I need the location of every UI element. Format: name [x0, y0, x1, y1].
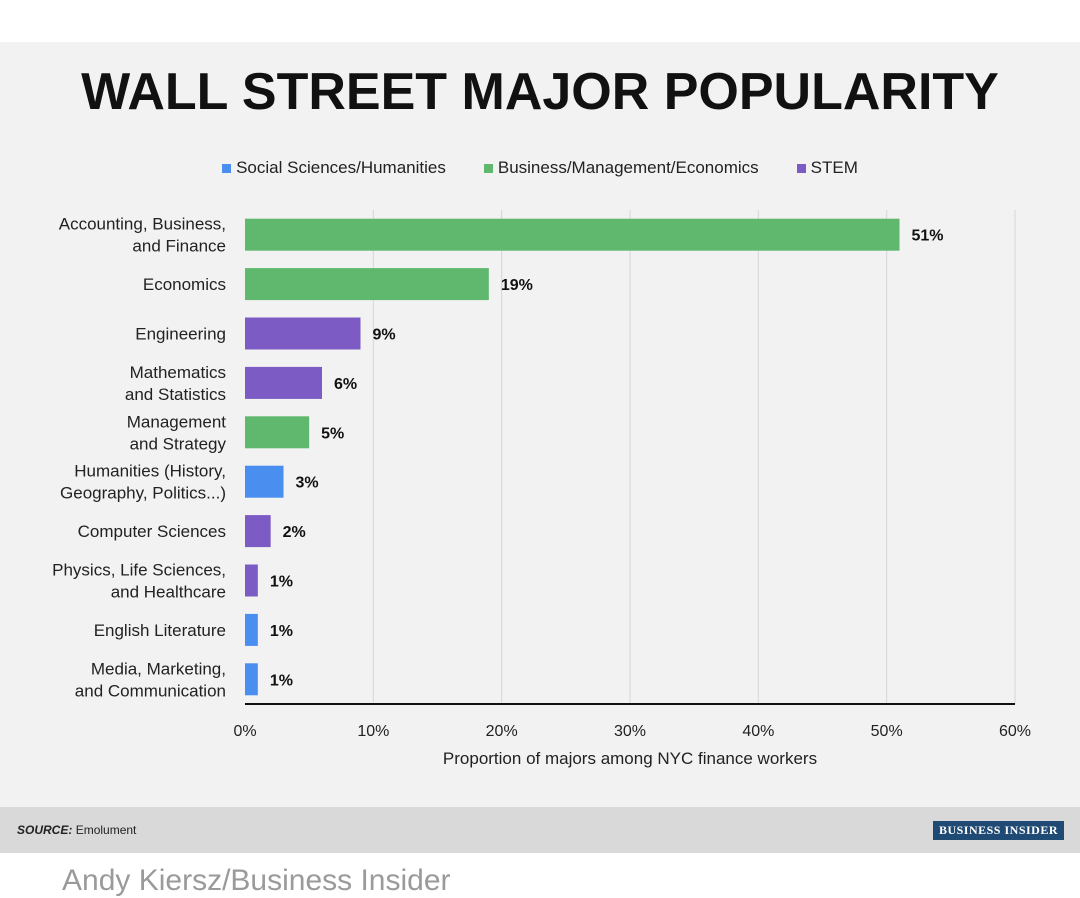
source-text: SOURCE: Emolument — [17, 823, 136, 837]
category-label-line: and Statistics — [125, 385, 226, 404]
legend-item-stem: STEM — [796, 158, 858, 178]
bar-value-label: 1% — [270, 672, 293, 689]
bar-value-label: 1% — [270, 574, 293, 591]
bar-value-label: 9% — [373, 327, 396, 344]
x-tick-label: 50% — [871, 723, 903, 740]
category-label-line: Media, Marketing, — [91, 659, 226, 678]
category-label: Humanities (History, Geography, Politics.… — [60, 462, 226, 503]
category-label-line: Humanities (History, — [74, 462, 226, 481]
x-tick-label: 20% — [486, 723, 518, 740]
legend-item-social-sciences: Social Sciences/Humanities — [222, 158, 446, 178]
category-label: Media, Marketing, and Communication — [75, 659, 226, 700]
category-label: Management and Strategy — [127, 412, 227, 453]
category-label-line: Accounting, Business, — [59, 215, 226, 234]
category-label-line: Management — [127, 412, 227, 431]
image-credit: Andy Kiersz/Business Insider — [62, 864, 451, 897]
source-label: SOURCE: — [17, 823, 73, 837]
bar-value-label: 1% — [270, 623, 293, 640]
legend-swatch-social-sciences — [222, 163, 232, 173]
category-label: Economics — [143, 275, 226, 294]
bar-value-label: 3% — [296, 475, 319, 492]
business-insider-logo[interactable]: BUSINESS INSIDER — [932, 821, 1064, 840]
bar — [245, 416, 310, 449]
chart-panel: WALL STREET MAJOR POPULARITY Social Scie… — [0, 42, 1080, 807]
plot-area: 0% 10% 20% 30% 40% 50% 60% Proportion of majors… — [52, 210, 1031, 768]
category-label-line: and Finance — [132, 237, 226, 256]
category-label: Physics, Life Sciences, and Healthcare — [52, 561, 226, 602]
category-label-line: and Communication — [75, 681, 226, 700]
source-value: Emolument — [75, 823, 137, 837]
bar — [245, 515, 271, 548]
category-label-line: Mathematics — [130, 363, 226, 382]
x-axis-label: Proportion of majors among NYC finance w… — [443, 749, 817, 768]
bar — [245, 366, 322, 399]
category-label-line: Economics — [143, 275, 226, 294]
legend-label-social-sciences: Social Sciences/Humanities — [236, 158, 446, 177]
category-label-line: Engineering — [135, 325, 226, 344]
legend-swatch-business — [483, 163, 493, 173]
category-label-line: and Strategy — [130, 434, 227, 453]
footer-bar: SOURCE: Emolument BUSINESS INSIDER — [0, 807, 1080, 853]
category-label: Computer Sciences — [78, 522, 226, 541]
legend-label-business: Business/Management/Economics — [497, 158, 759, 177]
bar-value-label: 51% — [912, 228, 944, 245]
bar — [245, 268, 489, 301]
legend: Social Sciences/Humanities Business/Mana… — [0, 158, 1080, 178]
x-tick-label: 40% — [742, 723, 774, 740]
legend-item-business: Business/Management/Economics — [483, 158, 759, 178]
bar-value-label: 19% — [501, 277, 533, 294]
bar-value-label: 5% — [321, 425, 344, 442]
category-label: Mathematics and Statistics — [125, 363, 226, 404]
category-label: Engineering — [135, 325, 226, 344]
chart-title: WALL STREET MAJOR POPULARITY — [81, 63, 999, 121]
category-label-line: Geography, Politics...) — [60, 484, 226, 503]
legend-swatch-stem — [796, 163, 806, 173]
bar — [245, 317, 361, 350]
x-tick-label: 60% — [999, 723, 1031, 740]
category-label-line: Computer Sciences — [78, 522, 226, 541]
category-label-line: and Healthcare — [111, 583, 226, 602]
category-label-line: Physics, Life Sciences, — [52, 561, 226, 580]
x-tick-label: 30% — [614, 723, 646, 740]
category-label-line: English Literature — [94, 621, 226, 640]
x-tick-label: 10% — [357, 723, 389, 740]
bar — [245, 218, 900, 251]
category-label: Accounting, Business, and Finance — [59, 215, 226, 256]
x-tick-label: 0% — [233, 723, 256, 740]
bar — [245, 564, 258, 597]
bar — [245, 663, 258, 696]
bar — [245, 613, 258, 646]
category-label: English Literature — [94, 621, 226, 640]
bar — [245, 465, 284, 498]
bar-value-label: 2% — [283, 524, 306, 541]
legend-label-stem: STEM — [810, 158, 858, 177]
bar-value-label: 6% — [334, 376, 357, 393]
